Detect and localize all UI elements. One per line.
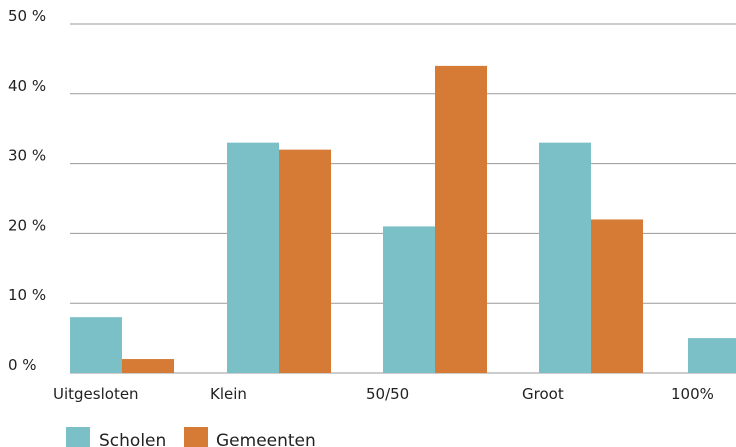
x-tick-label: 100%	[671, 385, 714, 403]
y-axis-ticks: 0 % 10 % 20 % 30 % 40 % 50 %	[8, 7, 46, 374]
bars	[70, 65, 736, 373]
x-tick-label: Uitgesloten	[53, 385, 139, 403]
y-tick-label: 40 %	[8, 77, 46, 95]
bar-gemeenten-1	[279, 149, 331, 373]
bar-scholen-3	[539, 142, 591, 373]
y-tick-label: 10 %	[8, 286, 46, 304]
bar-scholen-1	[227, 142, 279, 373]
legend-swatch-gemeenten	[184, 427, 208, 447]
y-tick-label: 50 %	[8, 7, 46, 25]
bar-gemeenten-2	[435, 65, 487, 373]
x-tick-label: Klein	[210, 385, 247, 403]
bar-scholen-2	[383, 226, 435, 373]
y-tick-label: 0 %	[8, 356, 37, 374]
bar-scholen-0	[70, 317, 122, 373]
legend: Scholen Gemeenten	[66, 427, 316, 447]
x-axis-ticks: Uitgesloten Klein 50/50 Groot 100%	[53, 385, 714, 403]
legend-label-gemeenten: Gemeenten	[216, 431, 316, 447]
bar-gemeenten-3	[591, 219, 643, 373]
x-tick-label: 50/50	[366, 385, 409, 403]
bar-scholen-4	[688, 338, 736, 373]
y-tick-label: 30 %	[8, 147, 46, 165]
y-tick-label: 20 %	[8, 216, 46, 234]
x-tick-label: Groot	[522, 385, 564, 403]
legend-swatch-scholen	[66, 427, 90, 447]
legend-label-scholen: Scholen	[99, 431, 166, 447]
bar-gemeenten-0	[122, 359, 174, 373]
